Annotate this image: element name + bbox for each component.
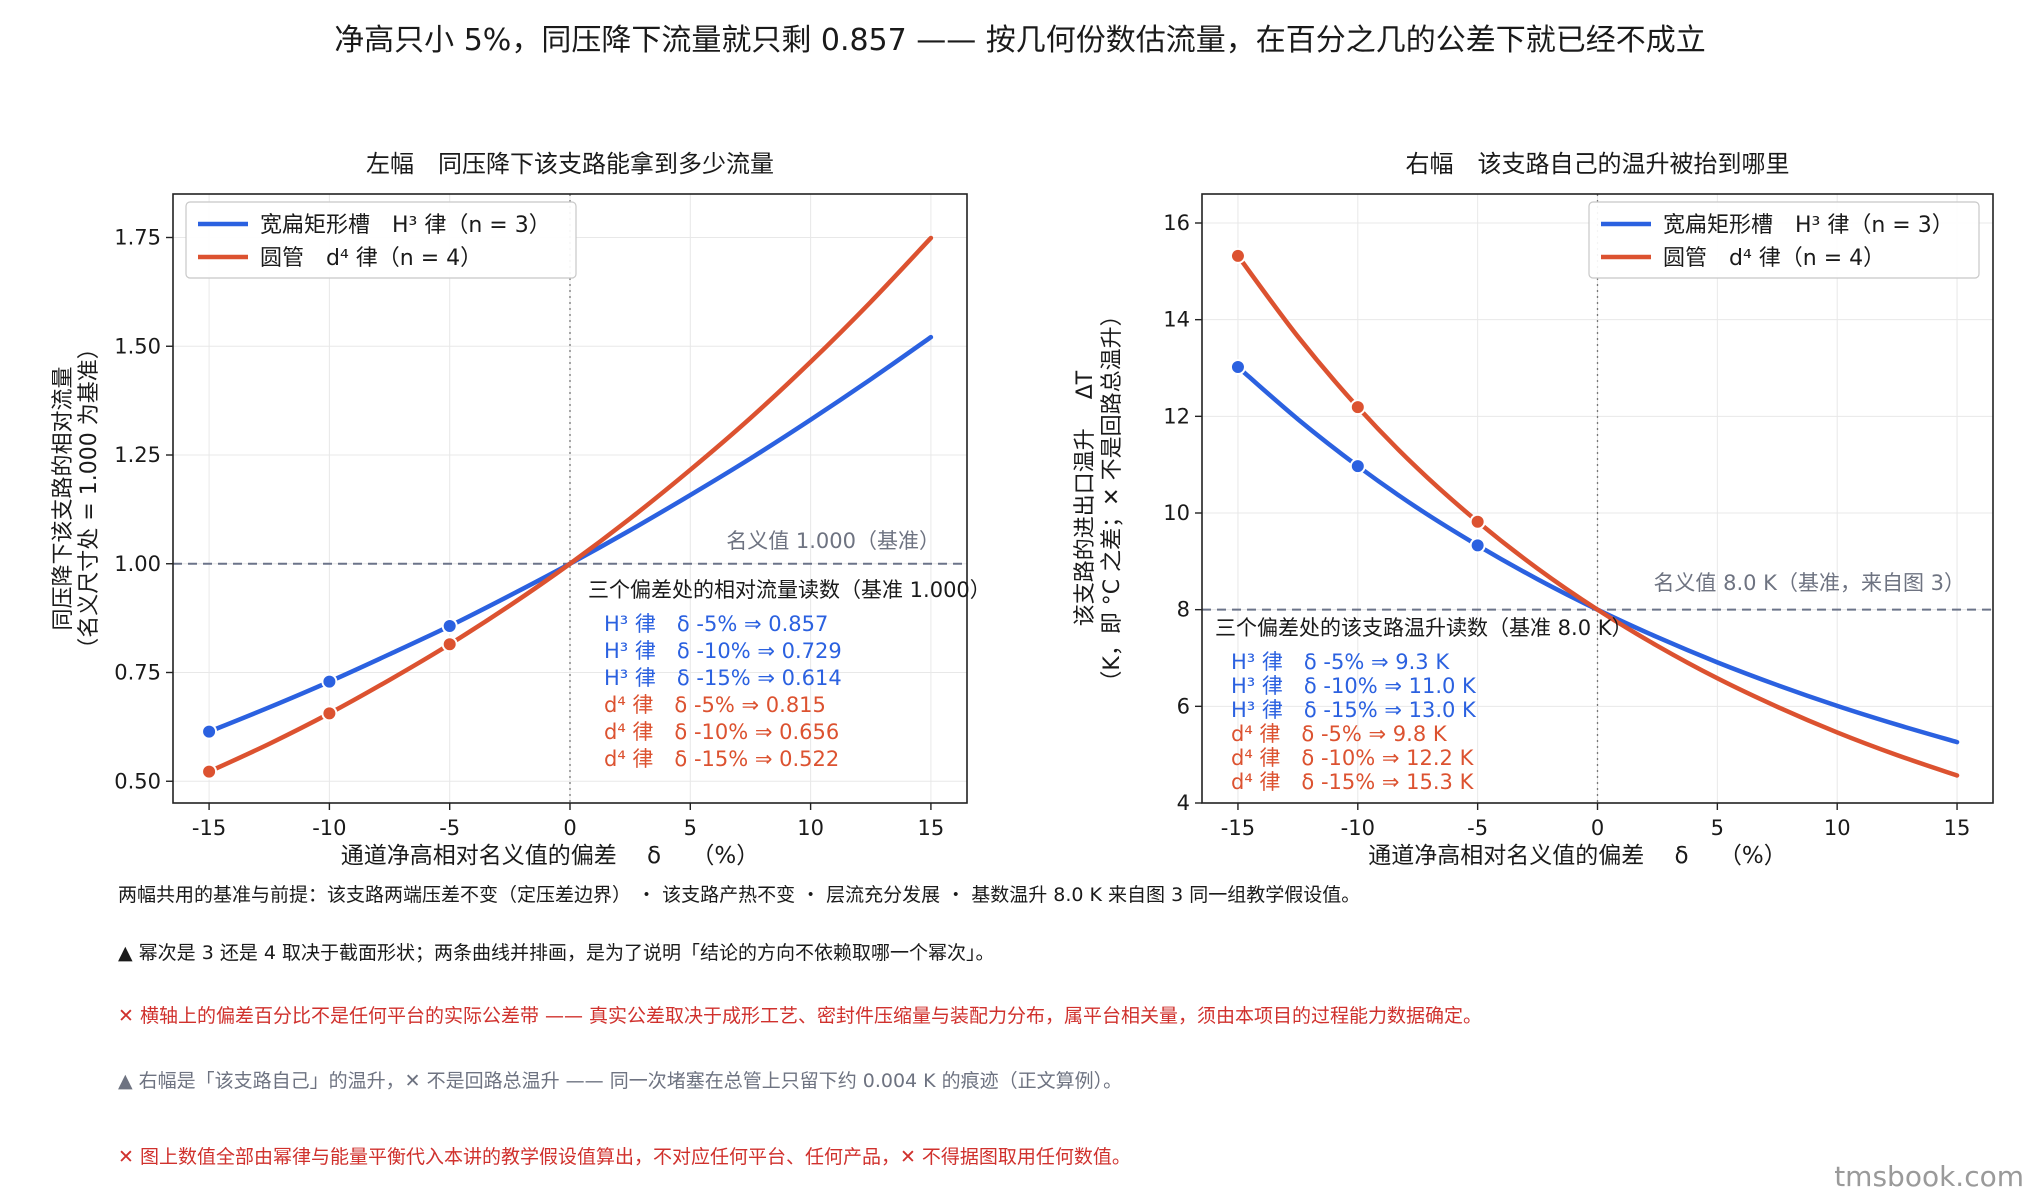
readout-line-h3: H³ 律 δ -15% ⇒ 13.0 K: [1231, 698, 1477, 722]
y-tick-label: 6: [1177, 694, 1190, 718]
readout-line-h3: H³ 律 δ -15% ⇒ 0.614: [604, 666, 842, 690]
y-axis-label: （名义尺寸处 = 1.000 为基准）: [77, 337, 102, 659]
y-axis-label: 该支路的进出口温升 ΔT: [1073, 370, 1098, 626]
legend-label-d4: 圆管 d⁴ 律（n = 4）: [260, 246, 482, 271]
note-power: ▲ 幂次是 3 还是 4 取决于截面形状；两条曲线并排画，是为了说明「结论的方向…: [118, 942, 995, 964]
readout-line-h3: H³ 律 δ -5% ⇒ 0.857: [604, 612, 828, 636]
readout-line-h3: H³ 律 δ -10% ⇒ 11.0 K: [1231, 674, 1477, 698]
y-tick-label: 1.00: [114, 552, 161, 576]
x-tick-label: 5: [1711, 816, 1724, 840]
x-tick-label: -15: [1221, 816, 1255, 840]
data-point-h3: [441, 617, 458, 634]
note-tolerance: ✕ 横轴上的偏差百分比不是任何平台的实际公差带 —— 真实公差取决于成形工艺、密…: [118, 1005, 1483, 1027]
reference-label: 名义值 1.000（基准）: [726, 529, 940, 553]
readout-line-d4: d⁴ 律 δ -15% ⇒ 0.522: [604, 747, 839, 771]
legend-label-h3: 宽扁矩形槽 H³ 律（n = 3）: [1663, 213, 1954, 238]
x-tick-label: 0: [1591, 816, 1604, 840]
y-tick-label: 1.25: [114, 443, 161, 467]
data-point-h3: [321, 673, 338, 690]
panel-title: 左幅 同压降下该支路能拿到多少流量: [366, 150, 774, 178]
data-point-h3: [1469, 537, 1486, 554]
y-tick-label: 0.75: [114, 661, 161, 685]
reference-label: 名义值 8.0 K（基准，来自图 3）: [1653, 571, 1965, 595]
readout-title: 三个偏差处的相对流量读数（基准 1.000）: [588, 578, 991, 602]
readout-line-h3: H³ 律 δ -10% ⇒ 0.729: [604, 639, 842, 663]
note-basis: 两幅共用的基准与前提：该支路两端压差不变（定压差边界） ・ 该支路产热不变 ・ …: [118, 884, 1361, 906]
data-point-h3: [1349, 458, 1366, 475]
x-tick-label: -15: [192, 816, 226, 840]
readout-line-h3: H³ 律 δ -5% ⇒ 9.3 K: [1231, 650, 1450, 674]
y-tick-label: 0.50: [114, 769, 161, 793]
note-data-disclaimer: ✕ 图上数值全部由幂律与能量平衡代入本讲的教学假设值算出，不对应任何平台、任何产…: [118, 1146, 1131, 1168]
data-point-d4: [441, 636, 458, 653]
figure-title: 净高只小 5%，同压降下流量就只剩 0.857 —— 按几何份数估流量，在百分之…: [334, 23, 1706, 58]
x-tick-label: 15: [918, 816, 945, 840]
x-axis-label: 通道净高相对名义值的偏差 δ （%）: [1368, 843, 1787, 869]
note-local-rise: ▲ 右幅是「该支路自己」的温升，✕ 不是回路总温升 —— 同一次堵塞在总管上只留…: [118, 1070, 1123, 1092]
y-axis-label: （K，即 °C 之差；✕ 不是回路总温升）: [1100, 304, 1125, 692]
readout-line-d4: d⁴ 律 δ -15% ⇒ 15.3 K: [1231, 770, 1475, 794]
panel-title: 右幅 该支路自己的温升被抬到哪里: [1406, 150, 1790, 178]
x-tick-label: -10: [1341, 816, 1375, 840]
x-tick-label: 0: [563, 816, 576, 840]
readout-line-d4: d⁴ 律 δ -10% ⇒ 0.656: [604, 720, 839, 744]
x-tick-label: 5: [684, 816, 697, 840]
legend-label-h3: 宽扁矩形槽 H³ 律（n = 3）: [260, 213, 551, 238]
data-point-d4: [1469, 513, 1486, 530]
data-point-d4: [1349, 399, 1366, 416]
legend-box: [185, 201, 577, 279]
y-tick-label: 12: [1163, 404, 1190, 428]
x-tick-label: -5: [439, 816, 460, 840]
y-tick-label: 8: [1177, 598, 1190, 622]
data-point-h3: [1229, 359, 1246, 376]
x-tick-label: -10: [312, 816, 346, 840]
data-point-d4: [1229, 247, 1246, 264]
watermark: tmsbook.com: [1834, 1160, 2024, 1193]
x-tick-label: 10: [797, 816, 824, 840]
readout-line-d4: d⁴ 律 δ -5% ⇒ 9.8 K: [1231, 722, 1448, 746]
x-axis-label: 通道净高相对名义值的偏差 δ （%）: [341, 843, 760, 869]
y-tick-label: 16: [1163, 211, 1190, 235]
x-tick-label: 10: [1824, 816, 1851, 840]
series-line-d4: [1235, 253, 1960, 778]
data-point-d4: [321, 705, 338, 722]
data-point-d4: [201, 763, 218, 780]
readout-title: 三个偏差处的该支路温升读数（基准 8.0 K）: [1215, 616, 1633, 640]
x-tick-label: 15: [1944, 816, 1971, 840]
y-axis-label: 同压降下该支路的相对流量: [51, 366, 76, 630]
y-tick-label: 1.75: [114, 226, 161, 250]
legend-label-d4: 圆管 d⁴ 律（n = 4）: [1663, 246, 1885, 271]
legend-box: [1588, 201, 1980, 279]
data-point-h3: [201, 723, 218, 740]
y-tick-label: 10: [1163, 501, 1190, 525]
readout-line-d4: d⁴ 律 δ -5% ⇒ 0.815: [604, 693, 826, 717]
readout-line-d4: d⁴ 律 δ -10% ⇒ 12.2 K: [1231, 746, 1475, 770]
y-tick-label: 1.50: [114, 334, 161, 358]
y-tick-label: 4: [1177, 791, 1190, 815]
x-tick-label: -5: [1467, 816, 1488, 840]
y-tick-label: 14: [1163, 308, 1190, 332]
